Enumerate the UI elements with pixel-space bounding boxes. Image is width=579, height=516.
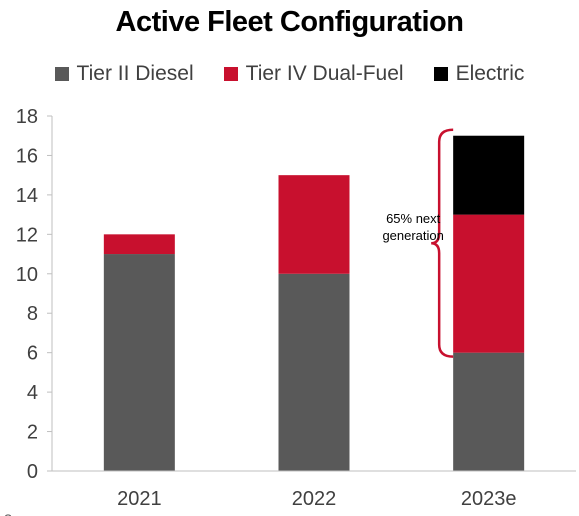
- x-tick-label: 2023e: [461, 488, 517, 510]
- legend-swatch-tier-ii-diesel: [54, 67, 69, 81]
- bar-2023e-tier-iv-dual-fuel: [453, 214, 525, 353]
- legend-item-tier-ii-diesel: Tier II Diesel: [54, 62, 194, 86]
- legend-item-electric: Electric: [433, 62, 525, 86]
- y-tick-label: 8: [27, 303, 38, 325]
- x-axis: 2021 2022 2023e: [52, 470, 576, 510]
- legend-swatch-tier-iv-dual-fuel: [223, 67, 238, 81]
- bar-2023e-tier-ii-diesel: [453, 352, 525, 471]
- bar-2022-tier-ii-diesel: [278, 273, 350, 471]
- y-tick-label: 16: [16, 145, 38, 167]
- y-tick-label: 4: [27, 382, 38, 404]
- bar-2022-tier-iv-dual-fuel: [278, 175, 350, 274]
- legend-item-tier-iv-dual-fuel: Tier IV Dual-Fuel: [223, 62, 404, 86]
- annotation: 65% next generation: [382, 128, 454, 358]
- y-tick-label: 12: [16, 224, 38, 246]
- y-tick-label: 0: [27, 461, 38, 483]
- legend-label-electric: Electric: [455, 62, 525, 85]
- annotation-text-line2: generation: [382, 228, 443, 243]
- footnote: Source:: [4, 512, 45, 516]
- annotation-bracket: [431, 128, 454, 358]
- y-tick-label: 6: [27, 343, 38, 365]
- bars: [103, 135, 525, 471]
- annotation-text-line1: 65% next: [386, 211, 441, 226]
- y-tick-label: 18: [16, 106, 38, 128]
- y-tick-label: 2: [27, 422, 38, 444]
- footnote-group: Source:: [4, 512, 45, 516]
- legend-swatch-electric: [433, 67, 448, 81]
- bar-2023e-electric: [453, 135, 525, 215]
- bar-2021-tier-ii-diesel: [103, 254, 175, 471]
- y-tick-label: 14: [16, 185, 38, 207]
- legend-label-tier-iv-dual-fuel: Tier IV Dual-Fuel: [245, 62, 404, 85]
- legend: Tier II Diesel Tier IV Dual-Fuel Electri…: [0, 62, 579, 86]
- legend-label-tier-ii-diesel: Tier II Diesel: [76, 62, 194, 85]
- y-tick-label: 10: [16, 264, 38, 286]
- x-tick-label: 2021: [117, 488, 162, 510]
- bar-2021-tier-iv-dual-fuel: [103, 234, 175, 255]
- x-tick-label: 2022: [292, 488, 337, 510]
- chart-title: Active Fleet Configuration: [115, 6, 464, 38]
- y-axis: 0 2 4 6 8 10 12 14 16 18: [16, 106, 53, 483]
